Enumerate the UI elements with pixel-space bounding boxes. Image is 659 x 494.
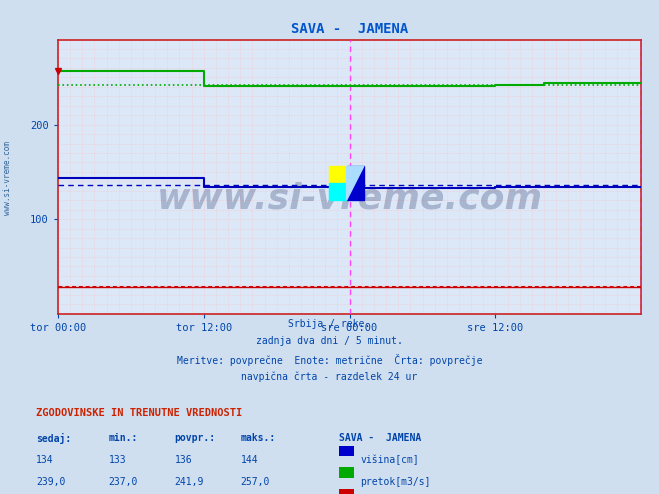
- Text: navpična črta - razdelek 24 ur: navpična črta - razdelek 24 ur: [241, 372, 418, 382]
- Text: 239,0: 239,0: [36, 477, 66, 487]
- Text: min.:: min.:: [109, 433, 138, 443]
- Bar: [330, 183, 347, 200]
- Text: www.si-vreme.com: www.si-vreme.com: [157, 181, 542, 215]
- Text: sedaj:: sedaj:: [36, 433, 71, 444]
- Text: Meritve: povprečne  Enote: metrične  Črta: povprečje: Meritve: povprečne Enote: metrične Črta:…: [177, 354, 482, 366]
- Text: Srbija / reke.: Srbija / reke.: [289, 319, 370, 329]
- Text: 257,0: 257,0: [241, 477, 270, 487]
- Bar: [330, 166, 347, 183]
- Bar: [347, 166, 364, 200]
- Text: maks.:: maks.:: [241, 433, 275, 443]
- Text: 237,0: 237,0: [109, 477, 138, 487]
- Text: 133: 133: [109, 455, 127, 465]
- Text: zadnja dva dni / 5 minut.: zadnja dva dni / 5 minut.: [256, 336, 403, 346]
- Text: 241,9: 241,9: [175, 477, 204, 487]
- Text: 144: 144: [241, 455, 258, 465]
- Polygon shape: [347, 166, 364, 200]
- Text: pretok[m3/s]: pretok[m3/s]: [360, 477, 431, 487]
- Text: ZGODOVINSKE IN TRENUTNE VREDNOSTI: ZGODOVINSKE IN TRENUTNE VREDNOSTI: [36, 408, 243, 417]
- Text: SAVA -  JAMENA: SAVA - JAMENA: [339, 433, 422, 443]
- Text: 134: 134: [36, 455, 54, 465]
- Text: povpr.:: povpr.:: [175, 433, 215, 443]
- Text: www.si-vreme.com: www.si-vreme.com: [3, 141, 13, 215]
- Text: 136: 136: [175, 455, 192, 465]
- Text: višina[cm]: višina[cm]: [360, 455, 419, 465]
- Title: SAVA -  JAMENA: SAVA - JAMENA: [291, 22, 408, 36]
